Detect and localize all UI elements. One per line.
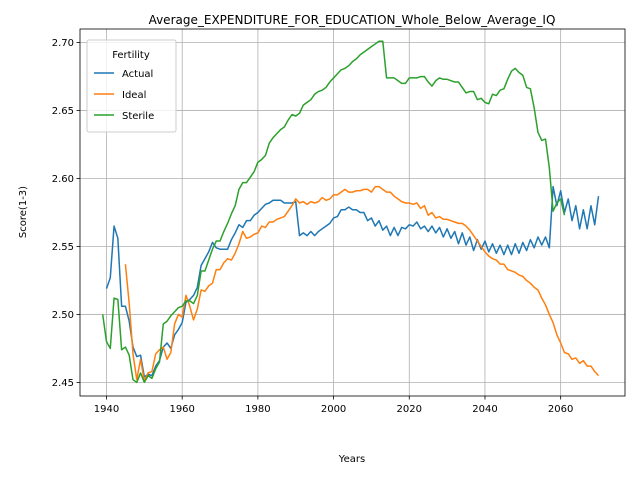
chart-title: Average_EXPENDITURE_FOR_EDUCATION_Whole_… [149, 13, 556, 27]
series-group [101, 40, 600, 384]
x-tick-label: 2020 [397, 404, 422, 415]
y-tick-label: 2.65 [52, 106, 74, 117]
series-line-sterile [101, 40, 566, 384]
legend-title: Fertility [112, 50, 150, 61]
legend: Fertility Actual Ideal Sterile [86, 39, 177, 133]
x-tick-label: 1940 [94, 404, 119, 415]
y-tick-label: 2.60 [52, 174, 74, 185]
y-axis: 2.45 2.50 2.55 2.60 2.65 2.70 [52, 38, 80, 389]
x-tick-label: 2060 [548, 404, 573, 415]
plot-frame [79, 28, 626, 397]
x-tick-label: 1960 [169, 404, 194, 415]
legend-label-sterile: Sterile [122, 111, 154, 122]
legend-box [86, 39, 177, 133]
legend-label-actual: Actual [122, 69, 153, 80]
y-tick-label: 2.50 [52, 310, 74, 321]
x-axis: 1940 1960 1980 2000 2020 2040 2060 [94, 396, 573, 415]
y-tick-label: 2.70 [52, 38, 74, 49]
x-tick-label: 2040 [472, 404, 497, 415]
y-axis-title: Score(1-3) [18, 186, 29, 238]
legend-label-ideal: Ideal [122, 90, 146, 101]
y-tick-label: 2.55 [52, 242, 74, 253]
y-tick-label: 2.45 [52, 378, 74, 389]
series-line-ideal [124, 185, 600, 382]
x-tick-label: 1980 [245, 404, 270, 415]
x-tick-label: 2000 [321, 404, 346, 415]
x-axis-title: Years [338, 454, 365, 465]
